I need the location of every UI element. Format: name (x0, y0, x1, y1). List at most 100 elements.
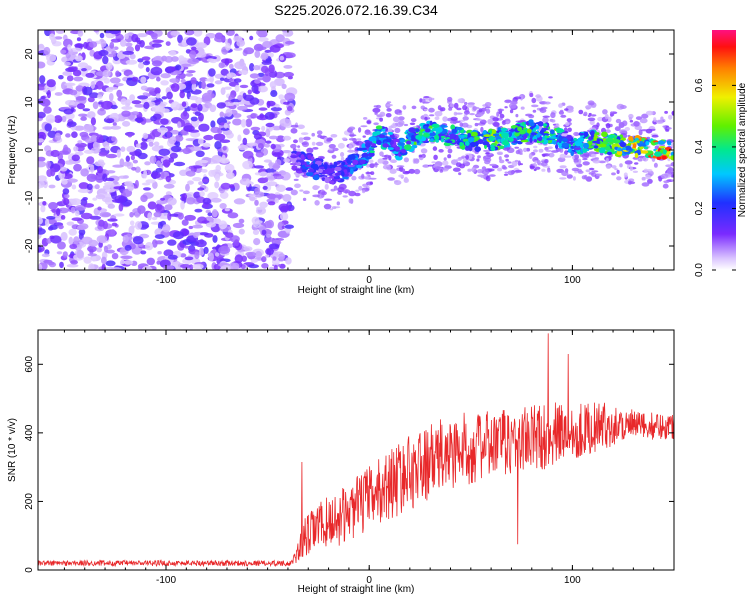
signal-halo-blob (329, 208, 334, 211)
noise-blob (130, 225, 136, 229)
signal-halo-blob (529, 92, 534, 98)
y-tick-label: 20 (24, 48, 35, 60)
signal-halo-blob (645, 110, 654, 116)
noise-blob (101, 256, 107, 265)
noise-blob (41, 253, 50, 258)
signal-halo-blob (442, 116, 448, 122)
signal-blob (532, 128, 537, 132)
signal-halo-blob (587, 117, 596, 122)
signal-blob (646, 150, 654, 155)
signal-halo-blob (385, 164, 389, 167)
snr-marks (38, 333, 674, 568)
signal-halo-blob (501, 120, 507, 126)
noise-blob (201, 220, 210, 224)
signal-halo-blob (336, 201, 340, 206)
noise-blob (264, 68, 270, 77)
noise-blob (93, 30, 100, 33)
signal-halo-blob (348, 198, 354, 204)
signal-blob (520, 139, 529, 143)
noise-blob (152, 39, 164, 43)
signal-blob (662, 149, 667, 155)
noise-blob (57, 241, 66, 250)
signal-halo-blob (302, 197, 307, 201)
noise-blob (161, 96, 168, 100)
noise-blob (205, 222, 216, 228)
signal-halo-blob (624, 160, 633, 165)
signal-halo-blob (342, 195, 348, 198)
signal-blob (394, 146, 401, 151)
noise-blob (275, 34, 285, 43)
signal-halo-blob (385, 113, 392, 118)
noise-blob (242, 160, 254, 170)
signal-halo-blob (595, 173, 603, 177)
signal-blob (376, 139, 382, 145)
signal-blob (634, 152, 639, 159)
noise-blob (274, 197, 279, 204)
noise-blob (206, 83, 215, 88)
noise-blob (87, 253, 98, 257)
noise-blob (287, 204, 295, 212)
noise-blob (147, 201, 157, 210)
noise-blob (219, 139, 231, 143)
noise-blob (186, 37, 197, 46)
noise-blob (101, 213, 112, 217)
noise-blob (58, 75, 64, 80)
signal-halo-blob (572, 176, 576, 181)
noise-blob (140, 194, 148, 203)
noise-blob (165, 41, 171, 46)
noise-blob (153, 211, 162, 218)
noise-blob (225, 42, 231, 51)
signal-halo-blob (645, 174, 651, 180)
noise-blob (175, 64, 182, 71)
signal-blob (463, 134, 468, 138)
signal-halo-blob (331, 206, 337, 210)
noise-blob (266, 233, 271, 238)
signal-blob (401, 148, 407, 154)
noise-blob (195, 239, 207, 248)
x-tick-label: 100 (564, 275, 581, 286)
signal-halo-blob (379, 111, 386, 117)
noise-blob (129, 211, 134, 218)
signal-halo-blob (641, 113, 649, 119)
noise-blob (268, 135, 279, 140)
signal-halo-blob (355, 140, 364, 146)
noise-blob (58, 150, 70, 155)
signal-blob (440, 135, 446, 139)
noise-blob (97, 91, 105, 96)
noise-blob (39, 75, 46, 84)
noise-blob (250, 126, 261, 131)
signal-halo-blob (497, 167, 503, 172)
noise-blob (184, 256, 194, 261)
signal-halo-blob (390, 159, 397, 163)
noise-blob (256, 206, 265, 210)
signal-halo-blob (632, 170, 639, 173)
signal-halo-blob (369, 181, 373, 185)
signal-halo-blob (451, 159, 458, 166)
noise-blob (242, 137, 248, 146)
signal-halo-blob (314, 185, 321, 189)
noise-blob (220, 68, 229, 76)
signal-halo-blob (294, 183, 301, 189)
noise-blob (149, 155, 157, 164)
signal-halo-blob (481, 166, 487, 171)
noise-blob (194, 111, 201, 116)
noise-blob (201, 92, 213, 102)
noise-blob (126, 77, 133, 81)
noise-blob (167, 197, 177, 206)
signal-blob (541, 133, 550, 137)
noise-blob (60, 215, 66, 220)
noise-blob (46, 216, 56, 220)
signal-blob (329, 164, 335, 168)
signal-blob (533, 139, 537, 143)
signal-halo-blob (438, 149, 444, 153)
noise-blob (40, 205, 46, 213)
signal-halo-blob (539, 108, 547, 113)
noise-blob (206, 58, 215, 63)
signal-halo-blob (364, 129, 371, 135)
signal-halo-blob (662, 125, 667, 128)
signal-halo-blob (300, 132, 309, 136)
noise-blob (156, 260, 161, 265)
signal-halo-blob (492, 117, 499, 122)
noise-blob (90, 81, 96, 89)
noise-blob (150, 33, 158, 37)
